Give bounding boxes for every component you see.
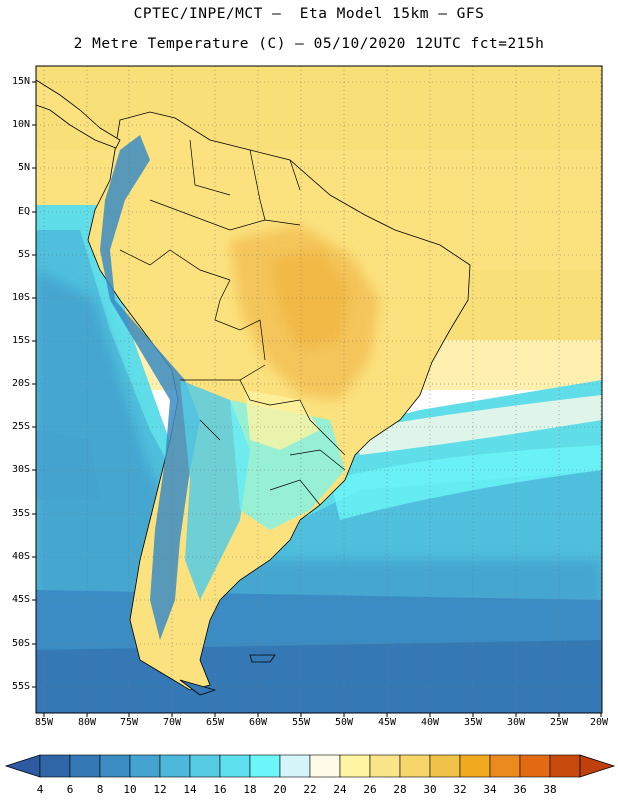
lon-label-45w: 45W xyxy=(377,717,397,728)
lat-label-10s: 10S xyxy=(11,292,30,303)
colorbar-box xyxy=(339,754,371,778)
colorbar-label: 22 xyxy=(303,783,317,796)
lat-label-45s: 45S xyxy=(11,594,30,605)
lon-label-30w: 30W xyxy=(506,717,526,728)
colorbar-box xyxy=(219,754,251,778)
colorbar-label: 24 xyxy=(333,783,347,796)
colorbar-box xyxy=(459,754,491,778)
country-borders xyxy=(119,139,346,506)
colorbar-label: 12 xyxy=(153,783,167,796)
colorbar-box xyxy=(129,754,161,778)
lon-label-60w: 60W xyxy=(248,717,268,728)
colorbar-box xyxy=(159,754,191,778)
colorbar-box xyxy=(189,754,221,778)
lat-label-20s: 20S xyxy=(11,378,30,389)
colorbar-box xyxy=(489,754,521,778)
colorbar-label: 28 xyxy=(393,783,407,796)
colorbar-box xyxy=(369,754,401,778)
colorbar-label: 20 xyxy=(273,783,287,796)
colorbar-boxes xyxy=(39,754,581,778)
lon-label-70w: 70W xyxy=(162,717,182,728)
colorbar-under-arrow xyxy=(4,754,41,778)
lat-label-5s: 5S xyxy=(17,249,30,260)
map-frame xyxy=(35,65,603,714)
lon-label-20w: 20W xyxy=(589,717,609,728)
colorbar-label: 26 xyxy=(363,783,377,796)
title-line-2: 2 Metre Temperature (C) – 05/10/2020 12U… xyxy=(73,36,545,52)
lat-label-15n: 15N xyxy=(11,76,30,87)
lat-label-eq: EQ xyxy=(17,206,30,217)
colorbar-label: 6 xyxy=(66,783,74,796)
colorbar-box xyxy=(99,754,131,778)
lat-label-10n: 10N xyxy=(11,119,30,130)
colorbar-box xyxy=(39,754,71,778)
colorbar-box xyxy=(309,754,341,778)
lon-label-35w: 35W xyxy=(463,717,483,728)
colorbar-box xyxy=(249,754,281,778)
colorbar-label: 32 xyxy=(453,783,467,796)
colorbar-label: 18 xyxy=(243,783,257,796)
lon-label-40w: 40W xyxy=(420,717,440,728)
lat-label-55s: 55S xyxy=(11,681,30,692)
colorbar-label: 8 xyxy=(96,783,104,796)
colorbar-label: 30 xyxy=(423,783,437,796)
lat-label-35s: 35S xyxy=(11,508,30,519)
lon-label-55w: 55W xyxy=(291,717,311,728)
lat-label-50s: 50S xyxy=(11,638,30,649)
colorbar-label: 4 xyxy=(36,783,44,796)
colorbar-box xyxy=(399,754,431,778)
colorbar-label: 10 xyxy=(123,783,137,796)
colorbar-label: 16 xyxy=(213,783,227,796)
lon-label-50w: 50W xyxy=(334,717,354,728)
lon-label-75w: 75W xyxy=(119,717,139,728)
lat-label-30s: 30S xyxy=(11,464,30,475)
colorbar-label: 14 xyxy=(183,783,197,796)
lon-label-85w: 85W xyxy=(34,717,54,728)
colorbar-label: 34 xyxy=(483,783,497,796)
colorbar-label: 36 xyxy=(513,783,527,796)
axis-ticks xyxy=(32,81,602,717)
lat-label-25s: 25S xyxy=(11,421,30,432)
lon-label-25w: 25W xyxy=(549,717,569,728)
colorbar-box xyxy=(549,754,581,778)
lon-label-65w: 65W xyxy=(205,717,225,728)
lat-label-5n: 5N xyxy=(17,162,30,173)
colorbar xyxy=(4,754,616,778)
colorbar-box xyxy=(429,754,461,778)
map-field xyxy=(36,66,602,713)
colorbar-box xyxy=(519,754,551,778)
lat-label-40s: 40S xyxy=(11,551,30,562)
colorbar-label: 38 xyxy=(543,783,557,796)
colorbar-box xyxy=(279,754,311,778)
lon-label-80w: 80W xyxy=(77,717,97,728)
lat-label-15s: 15S xyxy=(11,335,30,346)
colorbar-over-arrow xyxy=(579,754,616,778)
colorbar-box xyxy=(69,754,101,778)
title-line-1: CPTEC/INPE/MCT – Eta Model 15km – GFS xyxy=(133,6,485,22)
